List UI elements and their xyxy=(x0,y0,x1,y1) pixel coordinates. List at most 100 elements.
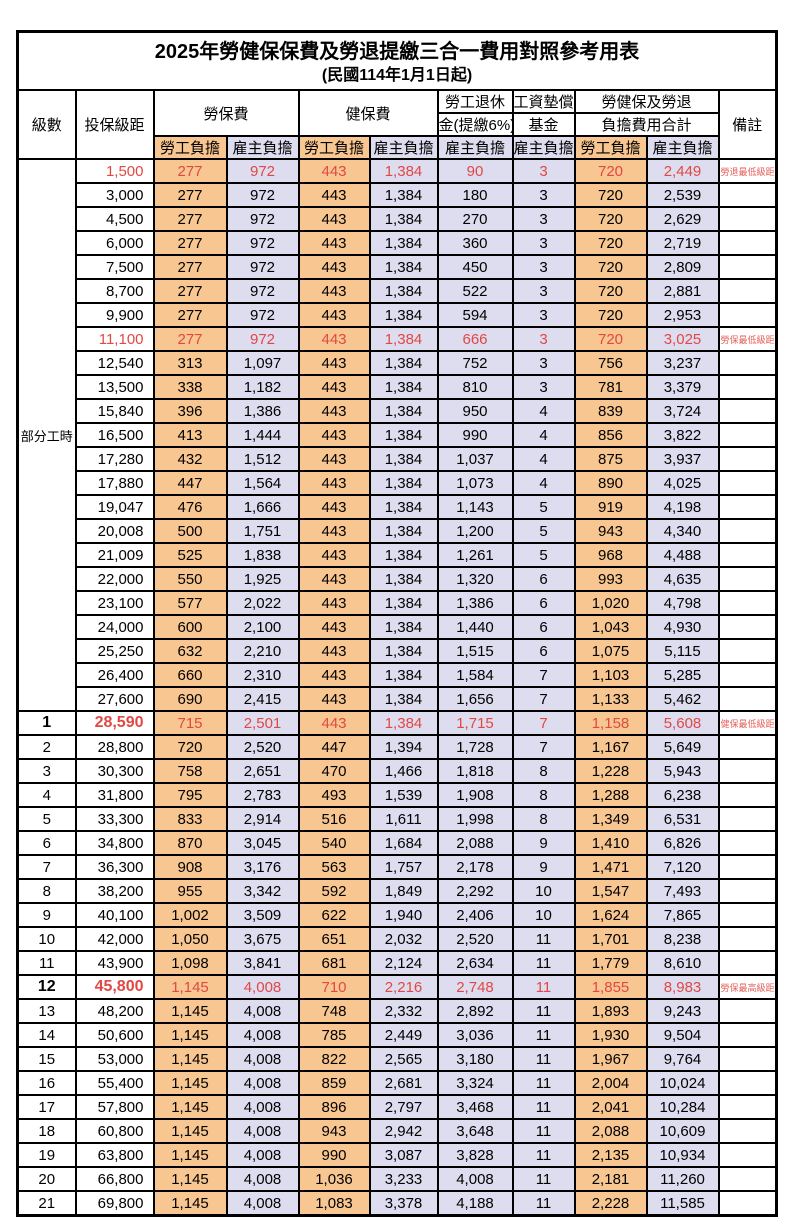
table-row: 1 28,590 715 2,501 443 1,384 1,715 7 1,158 5,608 健… xyxy=(16,710,778,736)
note-cell xyxy=(717,878,778,904)
fund-cell: 10 xyxy=(511,902,576,928)
health-employee-cell: 785 xyxy=(297,1022,371,1048)
labor-employer-cell: 4,008 xyxy=(225,1094,300,1120)
note-cell xyxy=(717,518,778,544)
note-cell xyxy=(717,470,778,496)
table-row: 17 57,800 1,145 4,008 896 2,797 3,468 11 2,041 10… xyxy=(16,1094,778,1120)
health-employer-cell: 1,384 xyxy=(368,542,439,568)
level-cell: 2 xyxy=(16,734,77,760)
pension-cell: 1,143 xyxy=(436,494,514,520)
health-employer-cell: 2,216 xyxy=(368,974,439,1000)
labor-employee-cell: 413 xyxy=(152,422,228,448)
header-row-3: 勞工負擔 雇主負擔 勞工負擔 雇主負擔 雇主負擔 雇主負擔 勞工負擔 雇主負擔 xyxy=(18,135,777,160)
table-row: 5 33,300 833 2,914 516 1,611 1,998 8 1,349 6,531 xyxy=(16,806,778,832)
note-cell xyxy=(717,734,778,760)
total-employee-cell: 720 xyxy=(573,302,648,328)
total-employer-cell: 3,237 xyxy=(645,350,720,376)
labor-employee-cell: 1,145 xyxy=(152,1046,228,1072)
pension-cell: 1,715 xyxy=(436,710,514,736)
labor-employee-cell: 908 xyxy=(152,854,228,880)
header-level: 級數 xyxy=(16,89,77,160)
labor-employer-cell: 972 xyxy=(225,278,300,304)
fund-cell: 11 xyxy=(511,926,576,952)
total-employee-cell: 968 xyxy=(573,542,648,568)
table-row: 20,008 500 1,751 443 1,384 1,200 5 943 4,340 xyxy=(18,518,778,544)
total-employee-cell: 720 xyxy=(573,254,648,280)
labor-employee-cell: 1,002 xyxy=(152,902,228,928)
health-employer-cell: 1,384 xyxy=(368,398,439,424)
table-row: 20 66,800 1,145 4,008 1,036 3,233 4,008 11 2,181… xyxy=(16,1166,778,1192)
note-cell xyxy=(717,1094,778,1120)
bracket-cell: 63,800 xyxy=(74,1142,155,1168)
labor-employer-cell: 972 xyxy=(225,206,300,232)
table-row: 21,009 525 1,838 443 1,384 1,261 5 968 4,488 xyxy=(18,542,778,568)
labor-employer-cell: 1,925 xyxy=(225,566,300,592)
labor-employer-cell: 3,841 xyxy=(225,950,300,976)
total-employer-cell: 11,260 xyxy=(645,1166,720,1192)
pension-cell: 4,008 xyxy=(436,1166,514,1192)
health-employee-cell: 443 xyxy=(297,422,371,448)
note-cell xyxy=(717,278,778,304)
labor-employer-cell: 2,651 xyxy=(225,758,300,784)
health-employer-cell: 2,681 xyxy=(368,1070,439,1096)
total-employer-cell: 8,238 xyxy=(645,926,720,952)
table-row: 24,000 600 2,100 443 1,384 1,440 6 1,043 4,930 xyxy=(18,614,778,640)
health-employee-cell: 443 xyxy=(297,182,371,208)
total-employee-cell: 1,930 xyxy=(573,1022,648,1048)
labor-employee-cell: 720 xyxy=(152,734,228,760)
pension-cell: 360 xyxy=(436,230,514,256)
note-cell xyxy=(717,854,778,880)
health-employee-cell: 516 xyxy=(297,806,371,832)
fund-cell: 7 xyxy=(511,710,576,736)
labor-employee-cell: 1,145 xyxy=(152,1094,228,1120)
note-cell: 勞保最低級距 xyxy=(717,326,778,352)
note-cell xyxy=(717,350,778,376)
health-employer-cell: 1,384 xyxy=(368,158,439,184)
note-cell xyxy=(717,182,778,208)
bracket-cell: 36,300 xyxy=(74,854,155,880)
bracket-cell: 28,800 xyxy=(74,734,155,760)
level-cell: 7 xyxy=(16,854,77,880)
labor-employer-cell: 1,512 xyxy=(225,446,300,472)
total-employer-cell: 9,243 xyxy=(645,998,720,1024)
bracket-cell: 34,800 xyxy=(74,830,155,856)
labor-employer-cell: 4,008 xyxy=(225,1142,300,1168)
pension-cell: 1,386 xyxy=(436,590,514,616)
note-cell xyxy=(717,782,778,808)
pension-cell: 1,998 xyxy=(436,806,514,832)
total-employee-cell: 993 xyxy=(573,566,648,592)
total-employer-cell: 2,809 xyxy=(645,254,720,280)
total-employee-cell: 875 xyxy=(573,446,648,472)
total-employee-cell: 1,349 xyxy=(573,806,648,832)
health-employer-cell: 1,384 xyxy=(368,638,439,664)
labor-employee-cell: 476 xyxy=(152,494,228,520)
total-employee-cell: 1,855 xyxy=(573,974,648,1000)
bracket-cell: 45,800 xyxy=(74,974,155,1000)
subheader-pension-employer: 雇主負擔 xyxy=(436,135,514,160)
labor-employer-cell: 2,914 xyxy=(225,806,300,832)
level-cell: 14 xyxy=(16,1022,77,1048)
bracket-cell: 17,280 xyxy=(74,446,155,472)
pension-cell: 1,261 xyxy=(436,542,514,568)
labor-employee-cell: 277 xyxy=(152,158,228,184)
bracket-cell: 53,000 xyxy=(74,1046,155,1072)
fund-cell: 7 xyxy=(511,686,576,712)
bracket-cell: 27,600 xyxy=(74,686,155,712)
health-employee-cell: 710 xyxy=(297,974,371,1000)
pension-cell: 752 xyxy=(436,350,514,376)
level-cell: 3 xyxy=(16,758,77,784)
pension-cell: 2,088 xyxy=(436,830,514,856)
labor-employee-cell: 715 xyxy=(152,710,228,736)
health-employer-cell: 3,087 xyxy=(368,1142,439,1168)
subheader-health-employer: 雇主負擔 xyxy=(368,135,439,160)
header-row-1: 級數 投保級距 勞保費 健保費 勞工退休 工資墊償 勞健保及勞退 備註 xyxy=(16,89,778,160)
header-note: 備註 xyxy=(717,89,778,160)
labor-employee-cell: 338 xyxy=(152,374,228,400)
total-employee-cell: 781 xyxy=(573,374,648,400)
note-cell xyxy=(717,950,778,976)
fund-cell: 3 xyxy=(511,374,576,400)
health-employer-cell: 2,565 xyxy=(368,1046,439,1072)
total-employee-cell: 720 xyxy=(573,182,648,208)
labor-employer-cell: 2,022 xyxy=(225,590,300,616)
level-cell: 13 xyxy=(16,998,77,1024)
